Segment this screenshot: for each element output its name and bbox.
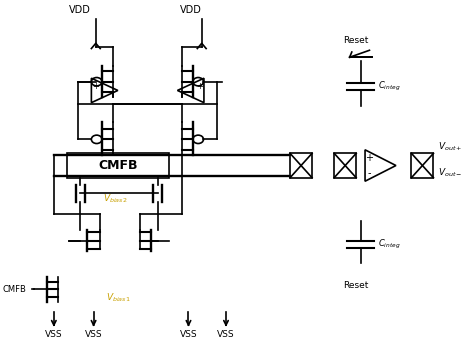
Text: $V_{bias2}$: $V_{bias2}$: [103, 193, 128, 205]
Text: CMFB: CMFB: [98, 159, 137, 172]
Text: VSS: VSS: [85, 329, 103, 339]
Text: VSS: VSS: [45, 329, 62, 339]
Text: VDD: VDD: [69, 5, 91, 15]
Text: $V_{bias1}$: $V_{bias1}$: [106, 292, 130, 304]
Text: CMFB: CMFB: [2, 285, 26, 294]
Text: Reset: Reset: [343, 281, 369, 290]
Text: +: +: [365, 153, 373, 163]
Text: VDD: VDD: [180, 5, 202, 15]
Text: VSS: VSS: [180, 329, 197, 339]
Text: $C_{integ}$: $C_{integ}$: [378, 238, 401, 251]
Text: $V_{out-}$: $V_{out-}$: [438, 166, 462, 179]
Text: VSS: VSS: [217, 329, 235, 339]
Text: $V_{out+}$: $V_{out+}$: [438, 140, 462, 152]
Text: $C_{integ}$: $C_{integ}$: [378, 80, 401, 94]
Text: +: +: [92, 82, 99, 92]
Text: Reset: Reset: [343, 36, 369, 45]
Text: -: -: [368, 168, 371, 178]
Text: +: +: [196, 82, 203, 92]
